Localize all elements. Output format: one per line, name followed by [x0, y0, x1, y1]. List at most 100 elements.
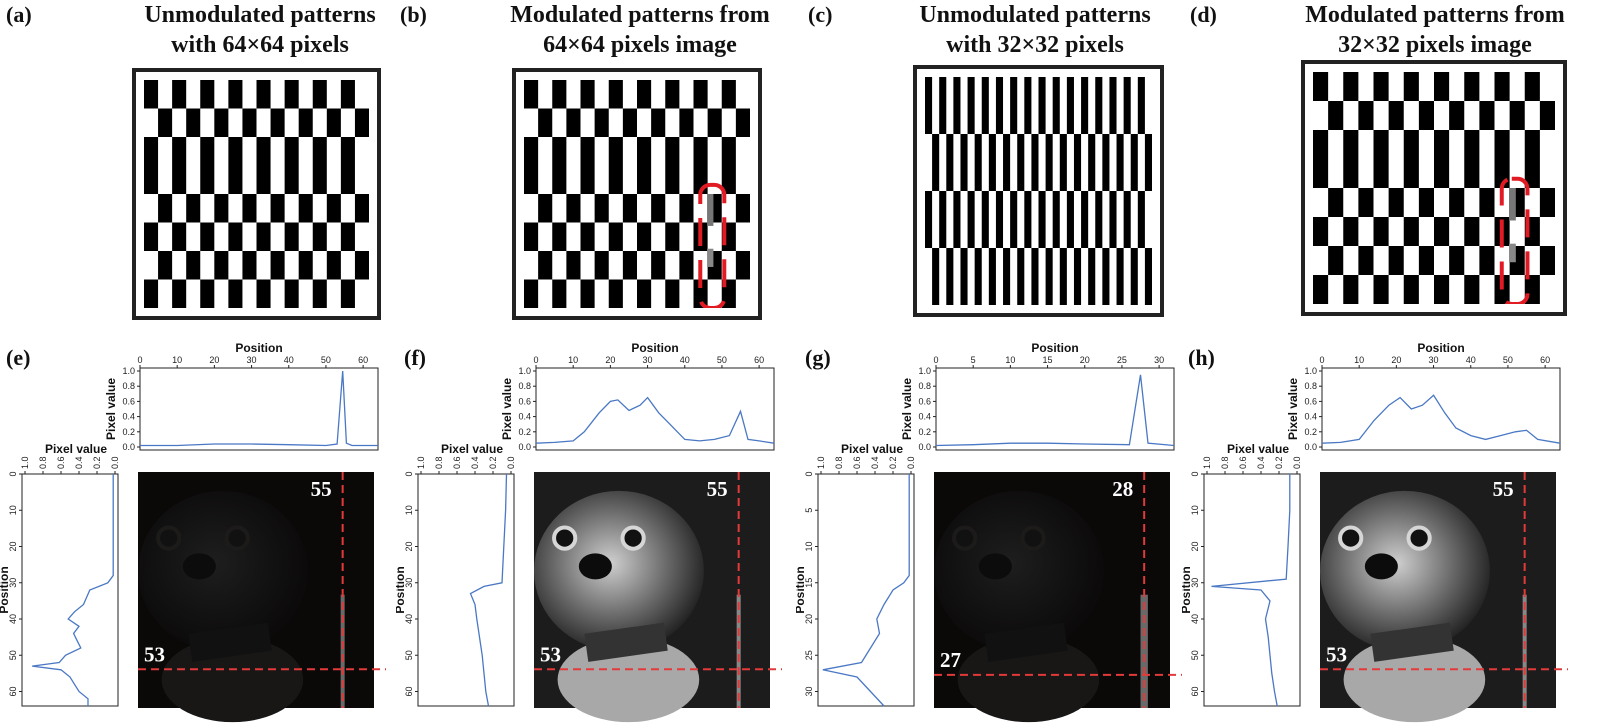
top-tick-label: 10	[568, 355, 578, 365]
pattern-cell	[637, 222, 652, 251]
pattern-cell	[1358, 188, 1374, 217]
panel-title: Modulated patterns from 64×64 pixels ima…	[510, 2, 770, 58]
pattern-cell	[284, 137, 299, 194]
pattern-frame	[132, 68, 381, 320]
dog-figure	[534, 490, 704, 723]
pattern-cell	[1403, 275, 1419, 304]
value-tick-label: 0.4	[74, 456, 84, 469]
pattern-cell	[340, 80, 355, 109]
pattern-cell	[214, 194, 229, 223]
pattern-cell	[735, 251, 750, 280]
pattern-cell	[354, 251, 369, 280]
pattern-cell	[651, 251, 666, 280]
dog-eye	[1406, 525, 1432, 551]
pattern-cell	[1358, 246, 1374, 275]
side-position-axis-title: Position	[796, 566, 807, 613]
pattern-cell	[679, 251, 694, 280]
side-profile-curve	[1211, 474, 1291, 707]
pattern-cell	[1418, 246, 1434, 275]
pattern-cell	[707, 108, 722, 137]
pattern-cell	[1328, 188, 1344, 217]
pattern-stripe	[946, 248, 954, 305]
pattern-stripe	[1017, 248, 1025, 305]
pattern-stripe	[1024, 191, 1032, 248]
side-tick-label: 30	[1190, 578, 1200, 588]
pattern-cell	[1388, 246, 1404, 275]
highlight-box	[1499, 176, 1530, 304]
pattern-stripe	[1052, 77, 1060, 134]
pattern-cell	[298, 194, 313, 223]
side-plot-frame	[21, 473, 119, 707]
dog-eye	[1020, 525, 1046, 551]
top-tick-label: 50	[1503, 355, 1513, 365]
value-tick-label: 1.0	[816, 456, 826, 469]
plot-label: (h)	[1188, 345, 1215, 370]
top-tick-label: 10	[1005, 355, 1015, 365]
pattern-cell	[1403, 72, 1419, 101]
pattern-cell	[580, 80, 595, 109]
top-tick-label: 30	[247, 355, 257, 365]
pattern-cell	[270, 194, 285, 223]
pattern-cell	[1388, 188, 1404, 217]
pattern-cell	[1343, 217, 1359, 246]
top-tick-label: 30	[1429, 355, 1439, 365]
pattern-cell	[566, 108, 581, 137]
pattern-stripe	[1059, 248, 1067, 305]
side-tick-label: 50	[404, 650, 414, 660]
plot-figure: Position 0 10 20 30 40 50 60 0.0 0.2 0.4 0.6 0.8 1.0 P…	[0, 341, 386, 723]
row-value-label: 53	[1326, 642, 1347, 666]
top-tick-label: 5	[971, 355, 976, 365]
dog-eye	[620, 525, 646, 551]
pattern-stripe	[939, 77, 947, 134]
value-tick-label: 0.8	[1220, 456, 1230, 469]
side-tick-label: 60	[1190, 686, 1200, 696]
top-axis-title: Position	[1417, 341, 1464, 355]
dog-nose	[1364, 553, 1398, 580]
pattern-cell	[284, 222, 299, 251]
pattern-image	[925, 77, 1152, 305]
pattern-cell	[524, 137, 539, 194]
pattern-cell	[1373, 72, 1389, 101]
pattern-cell	[1373, 275, 1389, 304]
pattern-cell	[1509, 101, 1525, 130]
pattern-cell	[186, 251, 201, 280]
pattern-frame	[1301, 60, 1567, 316]
value-tick-label: 0.2	[488, 456, 498, 469]
pattern-stripe	[939, 191, 947, 248]
pattern-image	[144, 80, 369, 308]
side-tick-label: 40	[404, 614, 414, 624]
value-tick-label: 1.0	[1304, 366, 1317, 376]
value-tick-label: 1.0	[518, 366, 531, 376]
pattern-stripe	[995, 191, 1004, 248]
side-tick-label: 20	[804, 614, 814, 624]
pattern-cell	[594, 194, 609, 223]
pattern-cell	[1464, 130, 1480, 188]
pattern-cell	[228, 222, 243, 251]
pattern-cell	[144, 279, 159, 308]
pattern-stripe	[1116, 248, 1124, 305]
pattern-stripe	[1123, 77, 1131, 134]
pattern-cell	[1434, 217, 1450, 246]
pattern-cell	[340, 137, 355, 194]
pattern-stripe	[1003, 134, 1011, 191]
pattern-stripe	[1073, 134, 1082, 191]
pattern-cell	[186, 108, 201, 137]
pattern-stripe	[960, 134, 968, 191]
top-tick-label: 40	[284, 355, 294, 365]
highlight-column	[1522, 594, 1527, 708]
side-tick-label: 20	[1190, 541, 1200, 551]
top-tick-label: 50	[717, 355, 727, 365]
dog-figure	[934, 490, 1104, 723]
modulated-cell	[1509, 243, 1516, 263]
pattern-stripe	[925, 191, 933, 248]
dog-nose	[578, 553, 612, 580]
pattern-stripe	[1088, 248, 1096, 305]
pattern-cell	[637, 80, 652, 109]
value-tick-label: 0.0	[1304, 442, 1317, 452]
pattern-stripe	[1130, 248, 1138, 305]
pattern-cell	[1464, 275, 1480, 304]
side-tick-label: 10	[404, 505, 414, 515]
pattern-stripe	[1137, 77, 1145, 134]
pattern-stripe	[953, 191, 961, 248]
pattern-cell	[651, 108, 666, 137]
